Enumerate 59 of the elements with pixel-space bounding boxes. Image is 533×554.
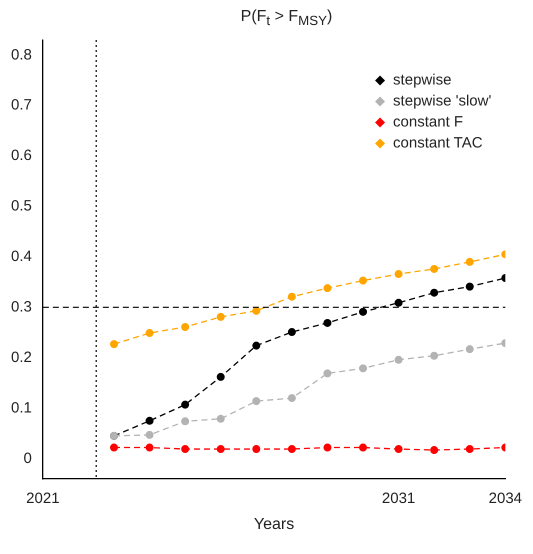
point (181, 445, 190, 454)
point (288, 292, 296, 301)
point (216, 414, 225, 423)
point (359, 444, 368, 452)
point (146, 444, 154, 452)
point (430, 265, 438, 274)
point (110, 444, 118, 452)
point (466, 258, 474, 266)
point (323, 370, 332, 378)
y-tick-label: 0.4 (10, 248, 32, 266)
point (359, 276, 368, 285)
point (146, 329, 154, 338)
point (394, 356, 403, 364)
point (146, 416, 154, 425)
point (216, 373, 225, 382)
point (430, 288, 438, 297)
legend-label: stepwise 'slow' (393, 92, 492, 110)
point (323, 319, 332, 328)
point (359, 308, 368, 316)
point (216, 445, 225, 454)
legend-label: stepwise (393, 72, 452, 89)
point (252, 397, 260, 406)
point (110, 340, 118, 348)
point (323, 284, 332, 292)
y-tick-label: 0.2 (10, 349, 32, 366)
y-tick-label: 0.5 (10, 198, 32, 215)
point (181, 400, 190, 409)
point (466, 445, 474, 454)
y-tick-label: 0 (24, 450, 32, 467)
point (252, 342, 260, 350)
point (252, 445, 260, 454)
point (288, 394, 296, 402)
x-axis-title: Years (254, 516, 294, 533)
x-tick-label: 2034 (488, 490, 522, 508)
legend-label: constant F (393, 114, 464, 131)
chart-title: P(F$_{t}$ > F$_{MSY}$) (240, 8, 334, 28)
legend-label: constant TAC (393, 134, 483, 152)
point (394, 298, 403, 307)
point (430, 352, 438, 360)
x-tick-label: 2031 (382, 490, 416, 508)
point (181, 323, 190, 332)
point (181, 417, 190, 426)
point (394, 270, 403, 278)
y-tick-label: 0.7 (10, 96, 32, 114)
point (288, 328, 296, 336)
y-tick-label: 0.6 (10, 147, 32, 164)
point (466, 282, 474, 291)
point (430, 446, 438, 454)
point (466, 345, 474, 354)
y-tick-label: 0.8 (10, 46, 32, 64)
y-tick-label: 0.1 (10, 400, 32, 417)
point (146, 431, 154, 440)
point (394, 445, 403, 454)
point (359, 364, 368, 373)
point (323, 444, 332, 452)
point (216, 313, 225, 322)
point (288, 445, 296, 454)
y-tick-label: 0.3 (10, 298, 32, 316)
x-tick-label: 2021 (26, 490, 60, 508)
